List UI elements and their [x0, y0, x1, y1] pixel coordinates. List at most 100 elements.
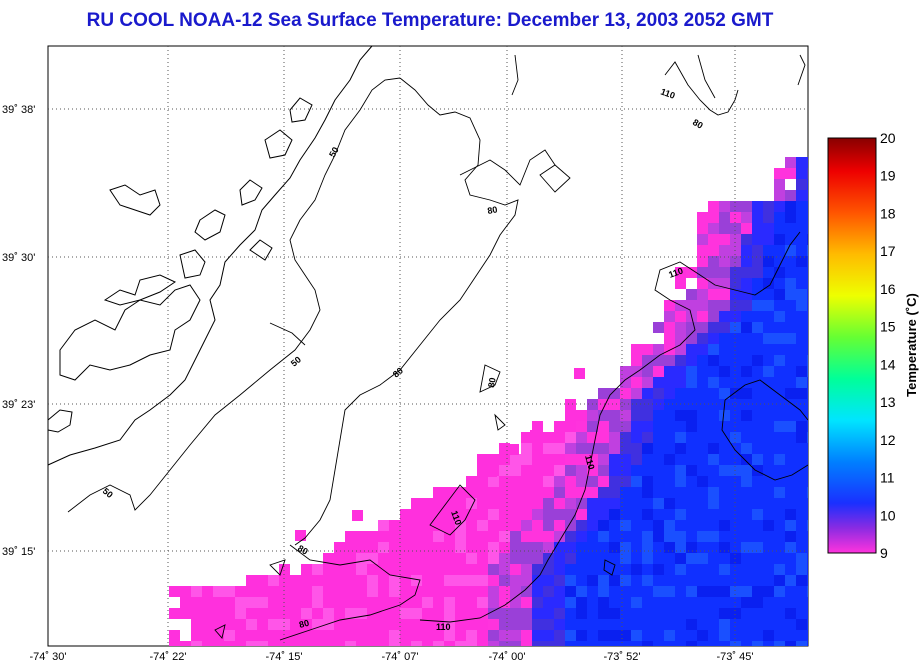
map-title: RU COOL NOAA-12 Sea Surface Temperature:… [86, 10, 774, 31]
sst-pixel [433, 509, 444, 520]
sst-pixel [543, 454, 554, 465]
sst-pixel [543, 498, 554, 509]
sst-pixel [268, 608, 279, 619]
sst-pixel [422, 520, 433, 531]
sst-pixel [268, 641, 279, 646]
sst-pixel [598, 619, 609, 630]
sst-pixel [345, 575, 356, 586]
sst-pixel [532, 487, 543, 498]
sst-pixel [609, 520, 620, 531]
sst-pixel [631, 344, 642, 355]
colorbar-tick-label: 9 [880, 545, 888, 561]
sst-pixel [785, 443, 796, 454]
sst-pixel [565, 531, 576, 542]
sst-pixel [664, 630, 675, 641]
sst-pixel [180, 586, 191, 597]
sst-pixel [774, 289, 785, 300]
sst-pixel [510, 498, 521, 509]
sst-pixel [796, 168, 807, 179]
sst-pixel [598, 608, 609, 619]
sst-pixel [301, 619, 312, 630]
sst-pixel [719, 333, 730, 344]
sst-pixel [191, 597, 202, 608]
sst-pixel [246, 630, 257, 641]
sst-pixel [433, 619, 444, 630]
sst-pixel [730, 586, 741, 597]
sst-pixel [763, 355, 774, 366]
sst-pixel [433, 564, 444, 575]
sst-pixel [576, 619, 587, 630]
sst-pixel [466, 597, 477, 608]
sst-pixel [565, 608, 576, 619]
sst-pixel [785, 597, 796, 608]
sst-pixel [411, 553, 422, 564]
sst-pixel [796, 333, 807, 344]
sst-pixel [675, 509, 686, 520]
sst-pixel [620, 465, 631, 476]
sst-pixel [664, 619, 675, 630]
sst-pixel [433, 608, 444, 619]
sst-pixel [708, 388, 719, 399]
sst-pixel [598, 509, 609, 520]
sst-pixel [653, 476, 664, 487]
sst-pixel [488, 509, 499, 520]
lon-label: -74˚ 00' [489, 651, 526, 663]
sst-pixel [697, 630, 708, 641]
sst-pixel [620, 597, 631, 608]
sst-pixel [708, 234, 719, 245]
sst-pixel [763, 289, 774, 300]
sst-pixel [389, 564, 400, 575]
sst-pixel [477, 487, 488, 498]
sst-pixel [642, 410, 653, 421]
sst-pixel [532, 421, 543, 432]
sst-pixel [708, 542, 719, 553]
sst-pixel [785, 322, 796, 333]
sst-pixel [598, 531, 609, 542]
sst-pixel [488, 476, 499, 487]
sst-pixel [389, 630, 400, 641]
sst-pixel [565, 542, 576, 553]
sst-pixel [785, 256, 796, 267]
sst-pixel [785, 531, 796, 542]
sst-pixel [521, 476, 532, 487]
sst-pixel [488, 597, 499, 608]
sst-pixel [807, 256, 808, 267]
sst-pixel [543, 520, 554, 531]
sst-pixel [620, 586, 631, 597]
sst-pixel [785, 278, 796, 289]
sst-pixel [752, 575, 763, 586]
sst-pixel [807, 190, 808, 201]
sst-pixel [708, 300, 719, 311]
sst-pixel [609, 388, 620, 399]
sst-pixel [543, 509, 554, 520]
sst-pixel [598, 432, 609, 443]
sst-pixel [719, 410, 730, 421]
sst-pixel [587, 443, 598, 454]
sst-pixel [752, 366, 763, 377]
sst-pixel [312, 641, 323, 646]
sst-pixel [752, 564, 763, 575]
sst-pixel [257, 619, 268, 630]
sst-pixel [785, 630, 796, 641]
sst-pixel [334, 586, 345, 597]
sst-pixel [697, 619, 708, 630]
sst-pixel [290, 619, 301, 630]
sst-pixel [389, 641, 400, 646]
sst-pixel [367, 553, 378, 564]
sst-pixel [752, 311, 763, 322]
coastline [47, 45, 373, 466]
sst-pixel [730, 575, 741, 586]
colorbar-tick-label: 14 [880, 356, 896, 372]
sst-pixel [774, 377, 785, 388]
sst-pixel [532, 619, 543, 630]
sst-pixel [653, 443, 664, 454]
sst-pixel [554, 575, 565, 586]
sst-pixel [367, 542, 378, 553]
sst-pixel [763, 498, 774, 509]
sst-pixel [609, 476, 620, 487]
sst-pixel [741, 432, 752, 443]
sst-pixel [675, 322, 686, 333]
sst-pixel [675, 520, 686, 531]
sst-pixel [565, 432, 576, 443]
sst-pixel [554, 542, 565, 553]
